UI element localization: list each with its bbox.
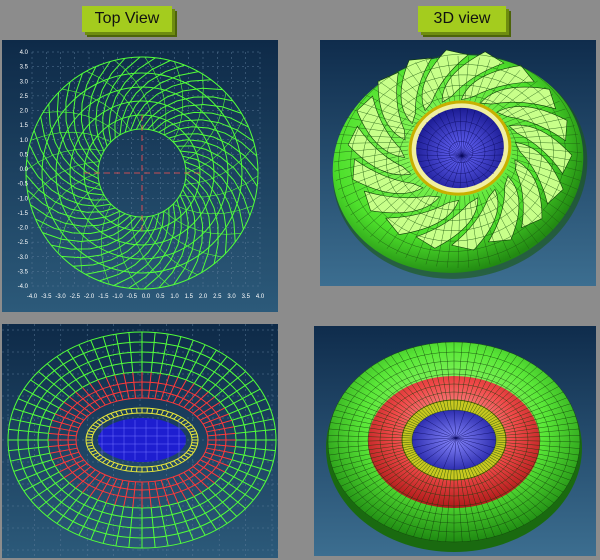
x-tick-label: 3.0	[227, 294, 236, 300]
3d-view-turbine-panel	[320, 40, 596, 286]
x-tick-label: 4.0	[256, 294, 265, 300]
y-tick-label: -1.0	[18, 196, 29, 202]
oval-wireframe-icon	[2, 324, 278, 558]
y-tick-label: 1.5	[20, 123, 29, 129]
3d-view-header: 3D view	[418, 6, 506, 32]
torus-3d-render-icon	[320, 40, 596, 286]
y-tick-label: -3.5	[18, 269, 29, 275]
x-tick-label: 2.0	[199, 294, 208, 300]
oval-3d-render-icon	[314, 326, 596, 556]
y-tick-label: -4.0	[18, 284, 29, 290]
x-tick-label: 0.5	[156, 294, 165, 300]
y-tick-label: 3.5	[20, 65, 29, 71]
y-tick-label: -2.5	[18, 240, 29, 246]
y-tick-label: 1.0	[20, 138, 29, 144]
y-tick-label: -1.5	[18, 211, 29, 217]
x-tick-label: -3.0	[55, 294, 66, 300]
y-tick-label: -3.0	[18, 255, 29, 261]
y-tick-label: 3.0	[20, 79, 29, 85]
y-tick-label: 2.0	[20, 109, 29, 115]
x-tick-label: -3.5	[41, 294, 52, 300]
3d-view-oval-panel	[314, 326, 596, 556]
x-tick-label: 3.5	[242, 294, 251, 300]
y-tick-label: 0.5	[20, 152, 29, 158]
y-tick-label: 0.0	[20, 167, 29, 173]
x-tick-label: 2.5	[213, 294, 222, 300]
x-tick-label: -4.0	[27, 294, 38, 300]
y-tick-label: 4.0	[20, 50, 29, 56]
x-tick-label: -1.0	[112, 294, 123, 300]
y-tick-label: 2.5	[20, 94, 29, 100]
x-tick-label: -2.0	[84, 294, 95, 300]
x-tick-label: 0.0	[142, 294, 151, 300]
y-tick-label: -2.0	[18, 226, 29, 232]
x-tick-label: -2.5	[70, 294, 81, 300]
x-tick-label: -0.5	[127, 294, 138, 300]
x-tick-label: -1.5	[98, 294, 109, 300]
torus-wireframe-icon: 4.03.53.02.52.01.51.00.50.0-0.5-1.0-1.5-…	[2, 40, 278, 312]
top-view-oval-panel	[2, 324, 278, 558]
top-view-header: Top View	[82, 6, 172, 32]
x-tick-label: 1.5	[185, 294, 194, 300]
top-view-torus-panel: 4.0 3.5 3.0 2.5 2.0 1.5 1.0 0.5 0.0 -0.5 -1.0 -1.5-…	[2, 40, 278, 312]
y-tick-label: -0.5	[18, 182, 29, 188]
x-tick-label: 1.0	[170, 294, 179, 300]
